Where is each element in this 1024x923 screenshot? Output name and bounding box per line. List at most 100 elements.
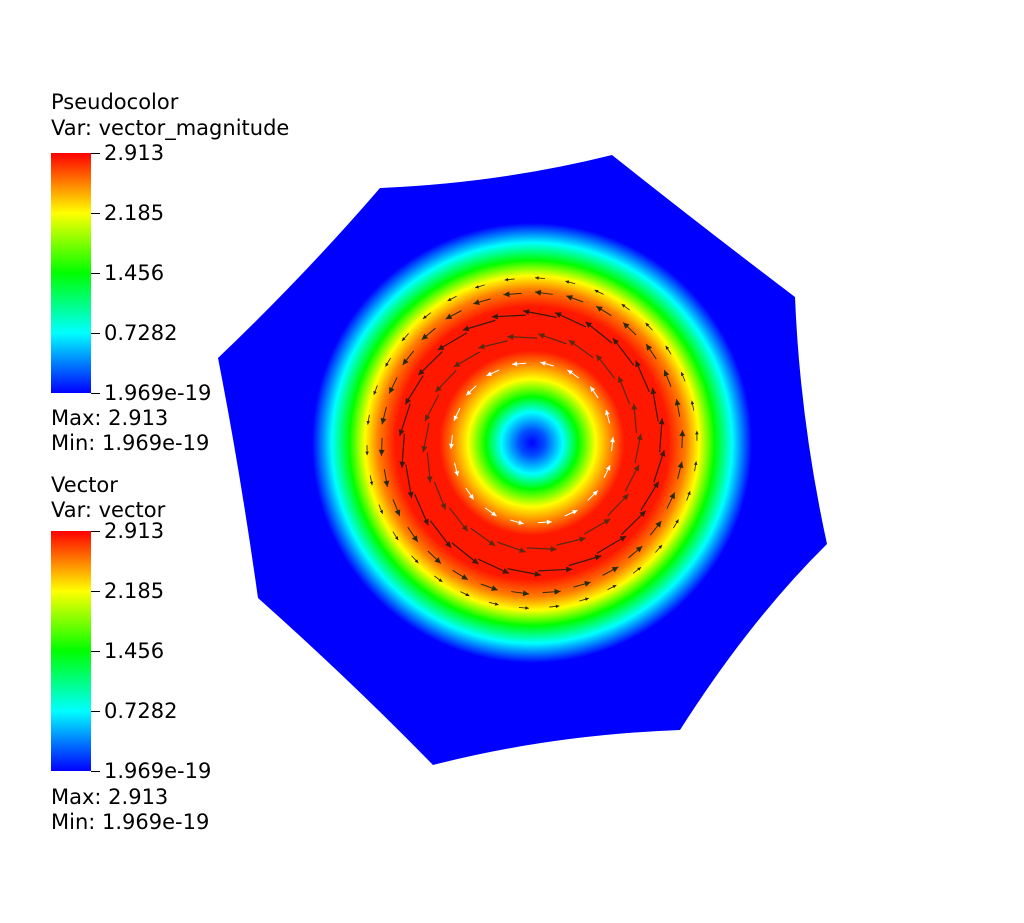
vector-arrow-head <box>454 470 460 477</box>
vector-arrow-head <box>471 558 479 565</box>
vector-arrow-head <box>546 519 552 525</box>
vector-arrow-head <box>461 574 468 580</box>
vector-arrow-head <box>379 510 383 514</box>
vector-arrow-head <box>378 449 385 456</box>
vector-arrow-head <box>550 546 557 553</box>
legend-2-tick-label: 1.969e-19 <box>104 759 212 783</box>
vector-arrow-head <box>637 567 642 571</box>
vector-arrow-head <box>491 585 498 591</box>
vector-arrow-head <box>373 390 377 395</box>
vector-arrow-head <box>369 481 374 486</box>
vector-arrow-head <box>677 461 684 469</box>
legend-1-tick-mark <box>91 213 100 214</box>
vector-arrow-head <box>525 606 529 610</box>
vector-arrow-head <box>612 338 620 345</box>
vector-arrow-head <box>623 322 630 329</box>
vector-arrow-head <box>567 369 573 375</box>
vector-arrow-head <box>394 509 401 517</box>
legend-1-var-label: Var: vector_magnitude <box>51 116 290 140</box>
legend-2-var-label: Var: vector <box>51 498 166 522</box>
vector-arrow-head <box>398 429 405 436</box>
vector-arrow-head <box>636 433 643 441</box>
legend-1-colorbar <box>51 153 91 393</box>
vector-arrow-head <box>675 519 679 524</box>
vector-arrow-head <box>445 313 453 320</box>
legend-2-min: Min: 1.969e-19 <box>51 810 210 834</box>
vector-arrow-head <box>687 491 691 496</box>
legend-2-tick-label: 0.7282 <box>104 699 178 723</box>
legend-2-colorbar <box>51 531 91 771</box>
vector-arrow-head <box>405 397 412 405</box>
vector-arrow-head <box>435 385 442 392</box>
vector-arrow-head <box>695 430 699 435</box>
legend-2-tick-mark <box>91 531 100 532</box>
vector-arrow-head <box>426 476 433 483</box>
vector-arrow-head <box>646 344 653 351</box>
vector-arrow-head <box>612 585 617 589</box>
vector-arrow-head <box>631 403 638 410</box>
vector-arrow-head <box>475 285 480 289</box>
vector-arrow-head <box>421 445 428 453</box>
vector-arrow-head <box>652 481 659 489</box>
legend-2-max: Max: 2.913 <box>51 785 169 809</box>
octagon-domain <box>218 155 827 765</box>
vector-arrow-head <box>555 312 562 318</box>
vector-arrow-head <box>468 494 474 500</box>
legend-2-tick-mark <box>91 651 100 652</box>
vector-arrow-head <box>605 465 611 471</box>
vector-arrow-head <box>535 276 539 280</box>
vector-arrow-head <box>679 430 686 437</box>
vector-arrow-head <box>523 309 530 315</box>
vector-arrow-head <box>366 420 371 425</box>
vector-arrow-head <box>566 566 573 573</box>
vector-arrow-head <box>665 345 670 350</box>
vector-arrow-head <box>411 535 418 542</box>
vector-arrow-head <box>585 321 593 328</box>
vector-arrow-head <box>555 604 560 609</box>
vector-arrow-head <box>447 297 452 301</box>
legend-2-tick-label: 1.456 <box>104 639 165 663</box>
vector-arrow-head <box>603 519 611 525</box>
vector-arrow-head <box>491 511 497 517</box>
vector-arrow-head <box>658 418 665 425</box>
vector-arrow-head <box>502 568 509 574</box>
vector-arrow-head <box>534 289 542 296</box>
vector-arrow-head <box>449 443 454 449</box>
vector-arrow-head <box>407 491 414 499</box>
vector-arrow-head <box>444 541 452 548</box>
vector-arrow-head <box>584 580 591 587</box>
vector-arrow-head <box>507 333 514 340</box>
vector-arrow-head <box>572 510 578 515</box>
legend-1-plot-type: Pseudocolor <box>51 90 179 114</box>
vector-arrow-head <box>385 362 389 367</box>
vector-arrow-head <box>380 417 387 425</box>
vector-arrow-head <box>383 480 390 487</box>
vector-arrow-head <box>590 386 596 392</box>
vector-arrow-head <box>453 361 461 367</box>
legend-1-max: Max: 2.913 <box>51 406 169 430</box>
vector-arrow-head <box>488 539 496 546</box>
vector-arrow-head <box>596 354 603 362</box>
legend-1-tick-label: 0.7282 <box>104 321 178 345</box>
vector-arrow-head <box>486 371 492 376</box>
legend-1-tick-label: 2.913 <box>104 141 165 165</box>
vector-arrow-head <box>554 588 561 595</box>
vector-arrow-head <box>538 333 545 339</box>
vector-arrow-head <box>518 520 524 525</box>
vector-arrow-head <box>617 376 624 384</box>
vector-arrow-head <box>621 304 626 308</box>
legend-2-plot-type: Vector <box>51 473 118 497</box>
legend-1-tick-mark <box>91 393 100 394</box>
vector-arrow-head <box>421 333 429 340</box>
vector-arrow-head <box>394 536 399 541</box>
legend-1-tick-mark <box>91 153 100 154</box>
vector-arrow-head <box>594 289 599 294</box>
vector-arrow-head <box>659 450 666 457</box>
vector-arrow-head <box>645 322 650 327</box>
vector-arrow-head <box>389 386 395 394</box>
vector-arrow-head <box>466 390 472 396</box>
vector-arrow-head <box>478 343 485 350</box>
legend-2-tick-mark <box>91 591 100 592</box>
vector-arrow-head <box>650 387 657 395</box>
